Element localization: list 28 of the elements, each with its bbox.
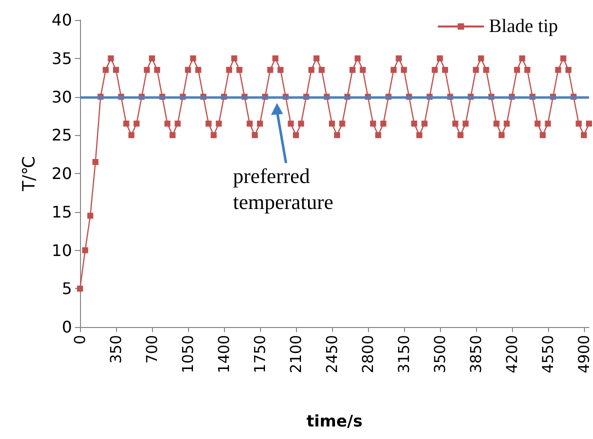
x-tick-label: 4200 [502, 335, 521, 374]
x-tick-label: 1050 [178, 335, 197, 374]
x-tick-label: 2450 [322, 335, 341, 374]
x-tick-label: 2100 [286, 335, 305, 374]
x-tick-label: 1750 [250, 335, 269, 374]
y-tick-label: 10 [52, 240, 72, 260]
legend-label: Blade tip [488, 16, 558, 37]
x-tick-label: 350 [106, 335, 125, 364]
y-tick-label: 40 [52, 10, 72, 30]
x-tick-label: 0 [71, 335, 89, 345]
x-tick-label: 3850 [466, 335, 485, 374]
x-tick-label: 3150 [394, 335, 413, 374]
y-tick-label: 25 [52, 126, 72, 145]
x-tick-label: 4900 [574, 335, 593, 374]
y-tick-label: 5 [62, 279, 72, 298]
x-tick-label: 1400 [214, 335, 233, 374]
x-tick-label: 700 [142, 335, 161, 364]
y-tick-label: 0 [62, 318, 72, 336]
x-axis-title: time/s [306, 412, 363, 430]
annotation: preferred temperature [233, 163, 334, 215]
y-tick-label: 35 [52, 48, 72, 68]
y-tick-label: 20 [52, 164, 72, 183]
y-tick-label: 30 [52, 87, 72, 106]
y-axis-title: T/℃ [20, 156, 40, 192]
x-tick-label: 2800 [358, 335, 377, 374]
x-tick-label: 4550 [538, 335, 557, 374]
y-tick-label: 15 [52, 202, 72, 222]
x-tick-label: 3500 [430, 335, 449, 374]
